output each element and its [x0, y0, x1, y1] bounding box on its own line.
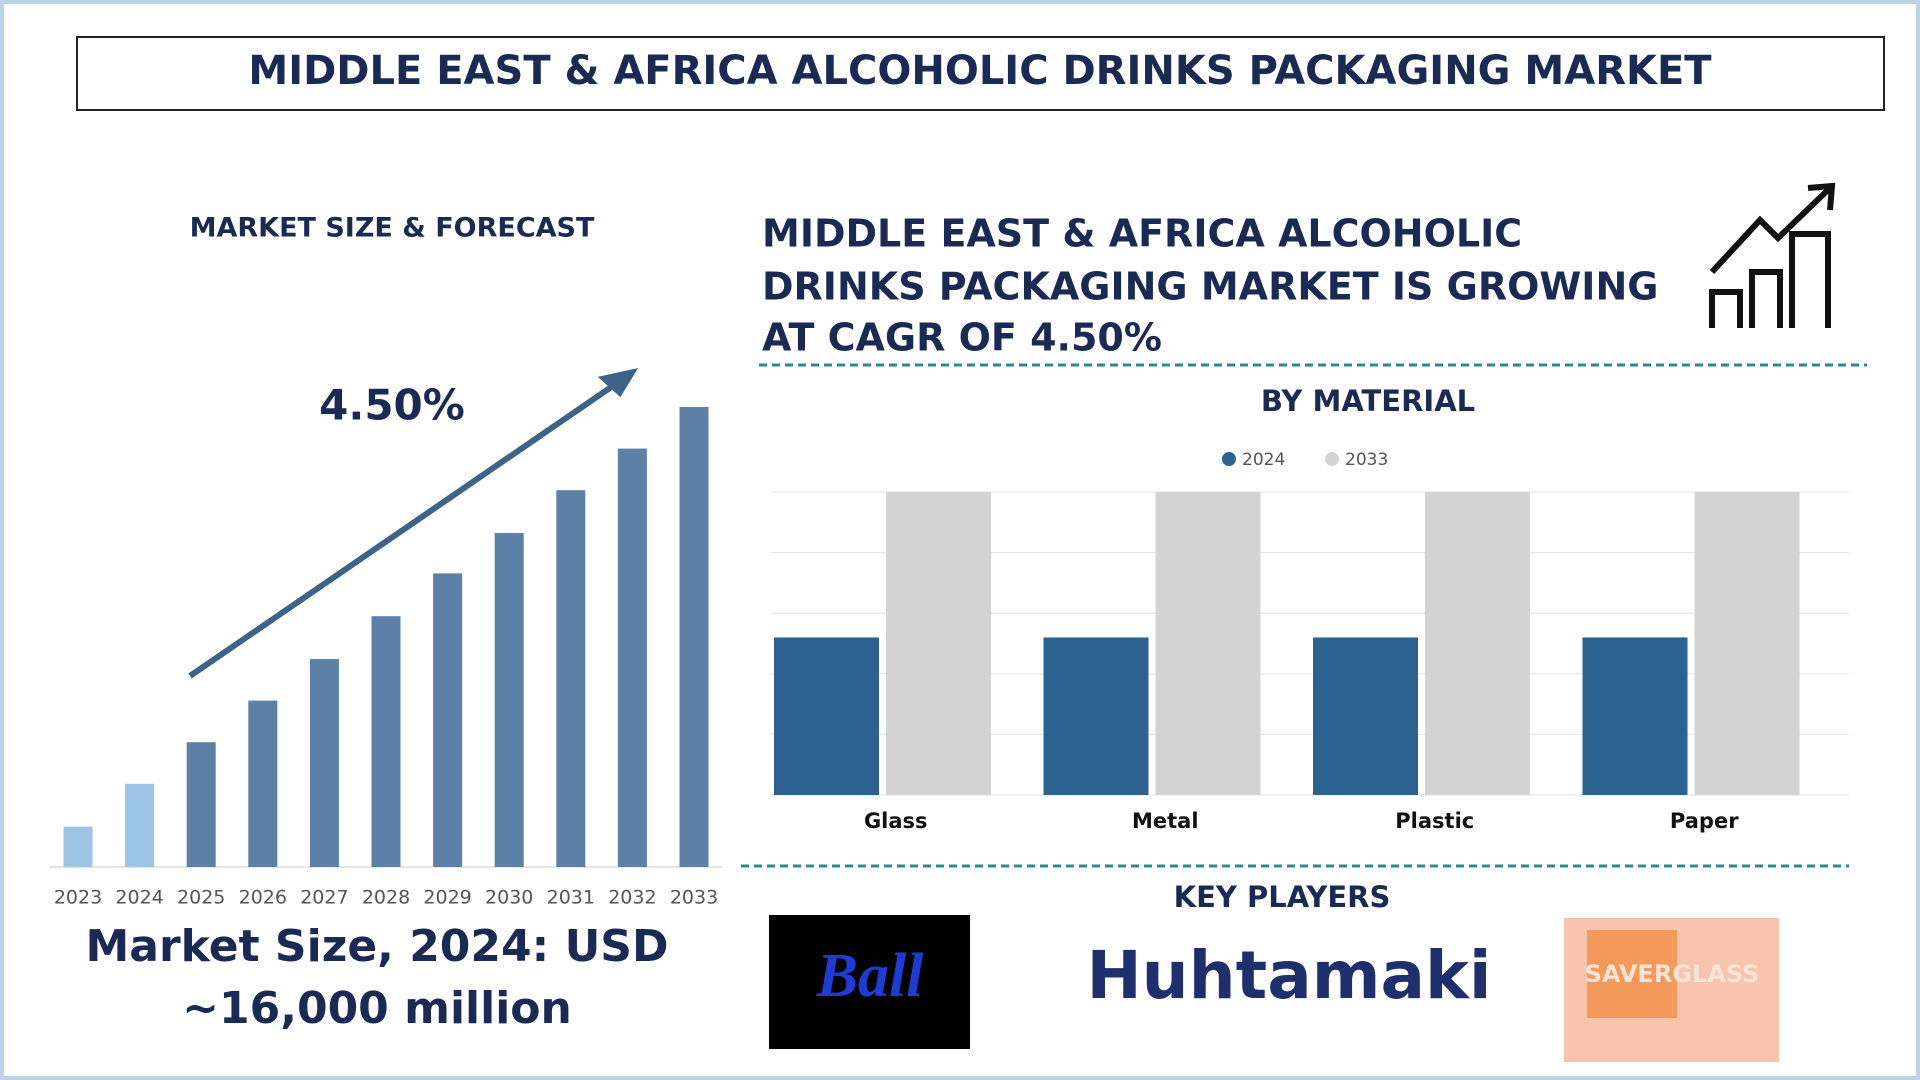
bar [63, 826, 93, 867]
logo-shape [1587, 930, 1677, 1018]
market-size: ~16,000 million [182, 983, 572, 1034]
legend-label: 2024 [1242, 450, 1285, 470]
growth-icon [1709, 182, 1836, 328]
x-tick-label: 2024 [115, 887, 163, 909]
bar [679, 407, 709, 867]
bar [371, 616, 401, 867]
logo-saverglass: SAVERGLASS [1585, 960, 1760, 988]
chart-title: MARKET SIZE & FORECAST [190, 213, 595, 244]
bar [1155, 492, 1261, 795]
x-tick-label: 2032 [608, 887, 656, 909]
x-tick-label: 2023 [54, 887, 102, 909]
bar [617, 448, 647, 867]
bar [1043, 637, 1149, 795]
bar [1313, 637, 1418, 795]
material-chart: 2024 2033 Glass Metal Plastic Paper [771, 450, 1849, 833]
chart-title: BY MATERIAL [1261, 384, 1475, 418]
x-tick-label: 2031 [547, 887, 595, 909]
x-tick-label: 2026 [239, 887, 287, 909]
market-size: Market Size, 2024: USD [85, 921, 668, 972]
x-tick-label: Glass [864, 809, 928, 833]
bar [433, 573, 463, 867]
x-tick-label: Metal [1132, 809, 1199, 833]
bar [309, 659, 339, 867]
market-chart: 2023 2024 2025 2026 2027 2028 2029 2030 2031 2032… [54, 407, 718, 909]
bar [186, 742, 216, 867]
logo-huhtamaki: Huhtamaki [1086, 937, 1491, 1014]
legend-label: 2033 [1345, 450, 1388, 470]
bar [1694, 492, 1800, 795]
logo-ball: Ball [816, 942, 925, 1010]
bar [1582, 637, 1688, 795]
cagr-annotation: 4.50% [319, 381, 465, 430]
legend-marker [1222, 452, 1236, 466]
headline: MIDDLE EAST & AFRICA ALCOHOLIC [762, 212, 1522, 256]
x-tick-label: 2033 [670, 887, 718, 909]
bar [494, 533, 524, 867]
bar [1425, 492, 1530, 795]
bar [556, 490, 586, 867]
section-title: KEY PLAYERS [1174, 880, 1391, 914]
bar [125, 783, 155, 867]
headline: DRINKS PACKAGING MARKET IS GROWING [762, 265, 1658, 309]
x-tick-label: 2027 [300, 887, 348, 909]
headline: AT CAGR OF 4.50% [762, 316, 1162, 360]
bar [886, 492, 991, 795]
x-tick-label: Plastic [1395, 809, 1474, 833]
page-title: MIDDLE EAST & AFRICA ALCOHOLIC DRINKS PA… [248, 48, 1712, 94]
x-tick-label: 2028 [362, 887, 410, 909]
x-tick-label: 2025 [177, 887, 225, 909]
growth-arrow [188, 378, 622, 679]
bar [774, 637, 879, 795]
title-box [76, 36, 1885, 111]
x-tick-label: 2030 [485, 887, 533, 909]
legend-marker [1325, 452, 1339, 466]
arrow-head [597, 368, 639, 398]
x-tick-label: 2029 [423, 887, 471, 909]
logo-box [769, 915, 970, 1049]
x-tick-label: Paper [1670, 809, 1739, 833]
bar [248, 700, 278, 867]
